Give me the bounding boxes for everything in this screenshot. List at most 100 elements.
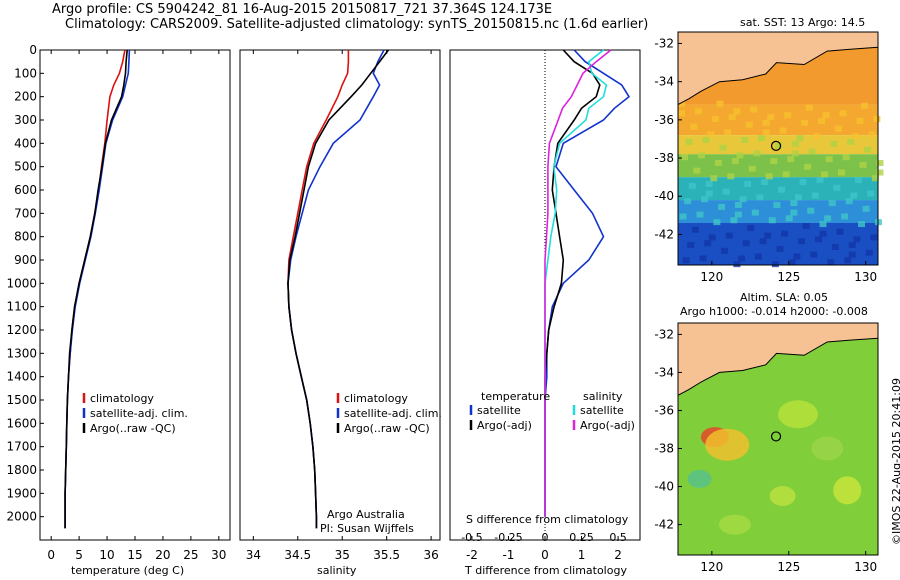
x-tick-label-temperature: 25 [183, 548, 198, 562]
x-tick-label-temperature: 0 [47, 548, 55, 562]
sst-pixel [787, 156, 795, 163]
s-tick-label-difference: 0 [542, 531, 549, 544]
salinity-annotation-line1: Argo Australia [327, 508, 405, 521]
sst-pixel [751, 209, 759, 216]
series-line-satellite-adj-clim- [64, 49, 131, 529]
sst-pixel [873, 116, 881, 123]
y-tick-label: 800 [14, 230, 37, 244]
sst-pixel [762, 129, 770, 136]
land [678, 32, 878, 105]
x-tick-label-temperature: 10 [99, 548, 114, 562]
sst-pixel [790, 200, 798, 207]
sst-pixel [744, 180, 752, 187]
sst-pixel [802, 222, 810, 229]
title-line2: Climatology: CARS2009. Satellite-adjuste… [65, 17, 649, 32]
sst-pixel [856, 117, 864, 124]
map-x-tick-label: 130 [854, 560, 877, 574]
sst-pixel [696, 211, 704, 218]
sst-pixel [707, 131, 715, 138]
sst-pixel [679, 213, 687, 220]
argo-float-marker [770, 140, 782, 152]
argo-float-marker [770, 431, 782, 442]
sst-pixel [813, 133, 821, 140]
sst-pixel [754, 253, 762, 260]
y-tick-label: 2000 [6, 510, 37, 524]
sst-pixel [804, 163, 812, 170]
sla-blob [778, 400, 818, 429]
sst-pixel [847, 138, 855, 145]
legend-header-temperature: temperature [481, 390, 550, 403]
sst-pixel [791, 140, 799, 147]
sst-pixel [753, 150, 761, 157]
sst-pixel [805, 104, 813, 111]
sst-pixel [711, 116, 719, 123]
series-line-climatology [64, 49, 126, 529]
sst-pixel [719, 144, 727, 151]
sst-pixel [838, 169, 845, 176]
sst-pixel [822, 112, 830, 119]
sst-pixel [716, 100, 724, 107]
map-y-tick-label: -38 [654, 151, 674, 165]
panel-frame-salinity [239, 49, 441, 541]
map-y-tick-label: -40 [654, 189, 674, 203]
x-tick-label-difference: 0 [541, 548, 549, 562]
y-tick-label: 1400 [6, 370, 37, 384]
sst-pixel [685, 138, 693, 145]
sst-pixel [870, 234, 878, 241]
sal-xlabel: salinity [317, 564, 357, 577]
legend-label: satellite [580, 404, 624, 417]
sst-pixel [699, 255, 707, 262]
sst-pixel [690, 123, 698, 130]
y-tick-label: 1600 [6, 416, 37, 430]
legend-label: Argo(..raw -QC) [344, 422, 430, 435]
map-y-tick-label: -38 [654, 442, 674, 456]
sst-pixel [788, 259, 796, 266]
sst-pixel [713, 219, 721, 226]
map-frame-sla-map [677, 322, 879, 556]
sst-pixel [848, 242, 856, 249]
map-y-tick-label: -36 [654, 403, 674, 417]
x-tick-label-temperature: 30 [211, 548, 226, 562]
sst-pixel [810, 251, 818, 258]
sst-pixel [793, 253, 801, 260]
y-tick-label: 1700 [6, 440, 37, 454]
sst-pixel [827, 259, 835, 266]
x-tick-label-temperature: 5 [75, 548, 83, 562]
s-tick-label-difference: -0.5 [461, 531, 482, 544]
sla-blob [811, 436, 844, 461]
sst-pixel [791, 150, 799, 157]
y-tick-label: 1000 [6, 276, 37, 290]
sst-pixel [688, 182, 696, 189]
y-tick-label: 200 [14, 90, 37, 104]
sst-pixel [834, 125, 842, 132]
sst-pixel [776, 245, 784, 252]
sst-pixel [790, 209, 798, 216]
y-tick-label: 400 [14, 136, 37, 150]
sst-pixel [862, 205, 870, 212]
sst-pixel [784, 112, 792, 119]
sla-map-subtitle: Argo h1000: -0.014 h2000: -0.008 [680, 305, 868, 318]
sst-pixel [691, 226, 699, 233]
sst-pixel [705, 190, 713, 197]
coastline [677, 337, 879, 396]
legend-header-salinity: salinity [583, 390, 623, 403]
sla-blob [833, 476, 862, 505]
legend-label: satellite-adj. clim. [344, 407, 442, 420]
sst-pixel [702, 137, 710, 144]
sst-pixel [818, 117, 825, 124]
sst-pixel [694, 108, 702, 115]
sst-pixel [831, 243, 839, 250]
sst-pixel [781, 230, 789, 237]
sla-blob [705, 428, 750, 461]
sst-pixel [739, 196, 747, 203]
sst-pixel [841, 213, 849, 220]
sst-pixel [724, 129, 732, 136]
sst-pixel [687, 242, 695, 249]
x-tick-label-salinity: 36 [423, 548, 438, 562]
sst-pixel [778, 186, 785, 193]
sst-pixel [796, 135, 804, 142]
credit-text: ©IMOS 22-Aug-2015 20:41:09 [890, 378, 900, 545]
sst-pixel [733, 261, 741, 268]
sst-pixel [876, 159, 884, 166]
x-tick-label-salinity: 34 [246, 548, 261, 562]
